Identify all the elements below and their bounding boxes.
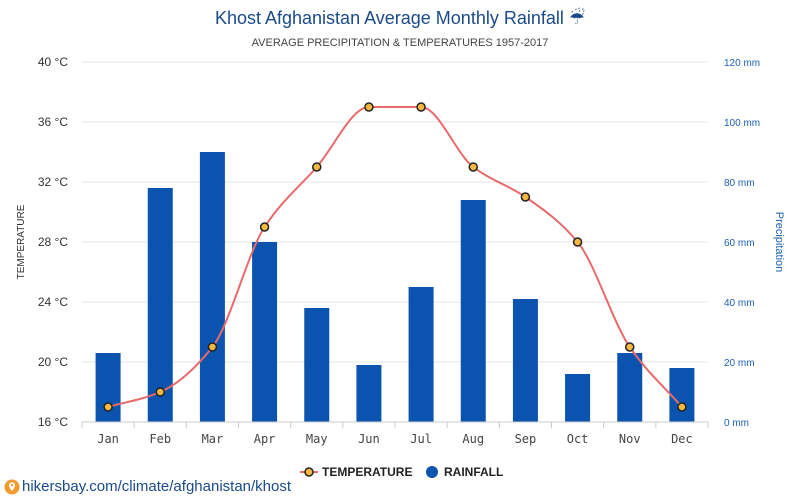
source-link-text[interactable]: hikersbay.com/climate/afghanistan/khost bbox=[22, 478, 292, 495]
y-right-tick-label: 0 mm bbox=[724, 418, 749, 429]
rainfall-bar[interactable] bbox=[617, 353, 643, 422]
rainfall-bar[interactable] bbox=[356, 365, 382, 422]
rainfall-bar[interactable] bbox=[669, 368, 695, 422]
x-tick-label: Jan bbox=[97, 432, 119, 446]
legend-item-temperature[interactable]: TEMPERATURE bbox=[300, 465, 412, 479]
temperature-point[interactable] bbox=[572, 237, 583, 247]
temperature-point[interactable] bbox=[677, 402, 687, 412]
y-left-tick-label: 16 °C bbox=[38, 415, 68, 429]
temperature-point[interactable] bbox=[207, 342, 218, 352]
legend-circle-swatch bbox=[426, 466, 438, 478]
y-left-tick-label: 36 °C bbox=[38, 115, 68, 129]
y-right-tick-label: 100 mm bbox=[724, 118, 760, 129]
rainfall-bar[interactable] bbox=[460, 200, 486, 422]
temperature-point[interactable] bbox=[312, 162, 322, 172]
x-tick-label: Aug bbox=[462, 432, 484, 446]
y-right-tick-label: 20 mm bbox=[724, 358, 755, 369]
x-tick-label: May bbox=[306, 432, 328, 446]
axes: 16 °C 20 °C 24 °C 28 °C 32 °C 36 °C 40 °C 0 mm 2… bbox=[38, 55, 760, 446]
rainfall-bar[interactable] bbox=[199, 152, 225, 422]
source-link[interactable]: hikersbay.com/climate/afghanistan/khost bbox=[4, 478, 291, 495]
temperature-point[interactable] bbox=[625, 342, 635, 352]
y-right-tick-label: 80 mm bbox=[724, 178, 755, 189]
y-right-tick-label: 40 mm bbox=[724, 298, 755, 309]
chart-title-text: Khost Afghanistan Average Monthly Rainfa… bbox=[215, 8, 569, 28]
rainfall-bar[interactable] bbox=[408, 287, 434, 422]
y-left-tick-label: 40 °C bbox=[38, 55, 68, 69]
y-right-tick-label: 120 mm bbox=[724, 58, 760, 69]
x-tick-label: Nov bbox=[619, 432, 641, 446]
temperature-point[interactable] bbox=[155, 387, 165, 397]
rainfall-bar[interactable] bbox=[512, 299, 538, 422]
legend-item-rainfall[interactable]: RAINFALL bbox=[426, 465, 503, 479]
x-tick-label: Sep bbox=[515, 432, 537, 446]
temperature-point[interactable] bbox=[259, 222, 270, 232]
x-tick-label: Mar bbox=[202, 432, 224, 446]
rainfall-bars bbox=[95, 152, 695, 422]
x-tick-label: Oct bbox=[567, 432, 589, 446]
temperature-point[interactable] bbox=[520, 192, 531, 202]
legend-label-rainfall: RAINFALL bbox=[444, 465, 503, 479]
temperature-point[interactable] bbox=[103, 402, 113, 412]
legend-label-temperature: TEMPERATURE bbox=[322, 465, 412, 479]
y-right-tick-label: 60 mm bbox=[724, 238, 755, 249]
rainfall-bar[interactable] bbox=[304, 308, 330, 422]
rainfall-bar[interactable] bbox=[252, 242, 278, 422]
y-left-tick-label: 24 °C bbox=[38, 295, 68, 309]
temperature-point[interactable] bbox=[416, 102, 426, 112]
temperature-point[interactable] bbox=[468, 162, 478, 172]
rainfall-bar[interactable] bbox=[147, 188, 173, 422]
legend-marker-swatch bbox=[304, 467, 314, 477]
x-tick-label: Feb bbox=[149, 432, 171, 446]
map-pin-icon bbox=[4, 479, 20, 494]
temperature-line bbox=[103, 102, 687, 412]
grid-lines bbox=[82, 61, 708, 423]
chart-subtitle: AVERAGE PRECIPITATION & TEMPERATURES 195… bbox=[252, 37, 549, 49]
x-tick-label: Apr bbox=[254, 432, 276, 446]
x-tick-label: Jun bbox=[358, 432, 380, 446]
umbrella-rain-icon: ☔ bbox=[569, 7, 585, 28]
y-left-tick-label: 32 °C bbox=[38, 175, 68, 189]
y-left-tick-label: 28 °C bbox=[38, 235, 68, 249]
x-tick-label: Dec bbox=[671, 432, 693, 446]
temperature-point[interactable] bbox=[364, 102, 374, 112]
y-left-tick-label: 20 °C bbox=[38, 355, 68, 369]
y-axis-right-label: Precipitation bbox=[773, 212, 785, 273]
x-tick-label: Jul bbox=[410, 432, 432, 446]
y-axis-left-label: TEMPERATURE bbox=[16, 204, 27, 279]
rainfall-bar[interactable] bbox=[565, 374, 591, 422]
chart-title: Khost Afghanistan Average Monthly Rainfa… bbox=[215, 7, 585, 28]
legend[interactable]: TEMPERATURE RAINFALL bbox=[300, 465, 503, 479]
